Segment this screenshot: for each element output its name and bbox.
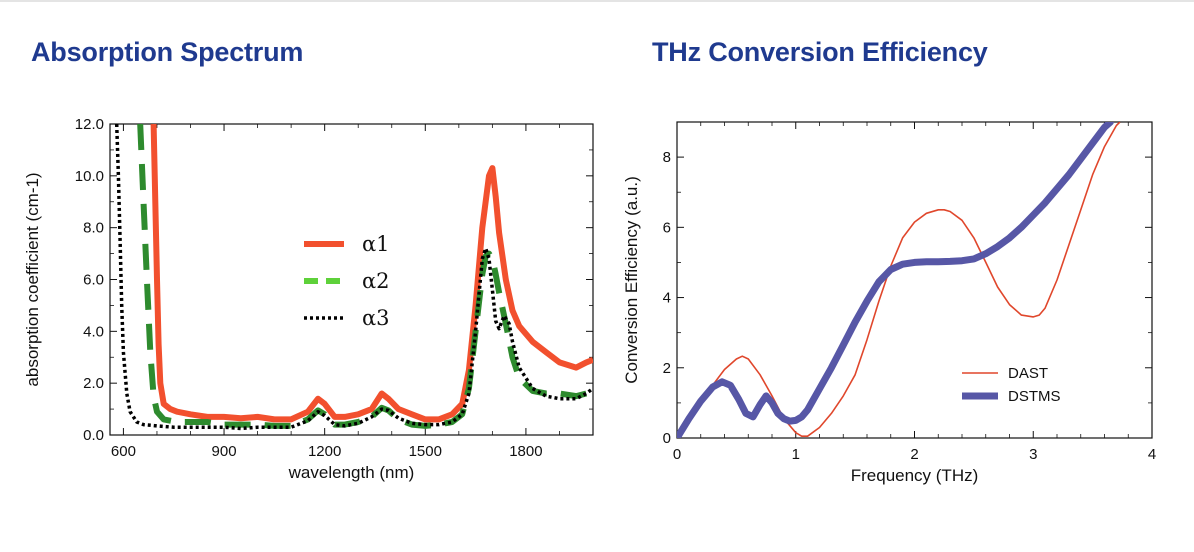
absorption-x-tick-label: 1800 xyxy=(509,443,542,460)
efficiency-y-axis-label: Conversion Efficiency (a.u.) xyxy=(622,176,641,384)
absorption-y-tick-label: 2.0 xyxy=(83,375,104,392)
absorption-plot-frame xyxy=(109,123,594,436)
absorption-y-tick-label: 8.0 xyxy=(83,220,104,237)
absorption-x-axis-label: wavelength (nm) xyxy=(288,463,415,482)
series-3-line xyxy=(114,124,593,431)
absorption-x-tick-label: 600 xyxy=(111,443,136,460)
efficiency-y-tick-label: 0 xyxy=(663,430,671,447)
top-rule xyxy=(0,0,1194,2)
efficiency-plot-frame xyxy=(676,121,1153,439)
series-dast-line xyxy=(677,122,1121,438)
absorption-x-tick-label: 1500 xyxy=(409,443,442,460)
absorption-y-axis-label: absorption coefficient (cm-1) xyxy=(23,172,42,386)
efficiency-y-tick-label: 2 xyxy=(663,360,671,377)
absorption-y-tick-label: 10.0 xyxy=(75,168,104,185)
absorption-y-tick-label: 6.0 xyxy=(83,272,104,289)
legend-2-label: α2 xyxy=(362,269,390,293)
absorption-y-tick-label: 4.0 xyxy=(83,323,104,340)
absorption-spectrum-title: Absorption Spectrum xyxy=(31,37,304,67)
legend-dast-label: DAST xyxy=(1008,365,1048,382)
legend-dstms-label: DSTMS xyxy=(1008,388,1061,405)
efficiency-x-tick-label: 4 xyxy=(1148,446,1156,463)
efficiency-x-tick-label: 1 xyxy=(792,446,800,463)
efficiency-x-tick-label: 2 xyxy=(910,446,918,463)
efficiency-x-tick-label: 0 xyxy=(673,446,681,463)
absorption-x-tick-label: 1200 xyxy=(308,443,341,460)
efficiency-y-tick-label: 8 xyxy=(663,149,671,166)
series-dstms-line xyxy=(677,122,1114,438)
efficiency-y-tick-label: 4 xyxy=(663,290,671,307)
efficiency-y-tick-label: 6 xyxy=(663,219,671,236)
absorption-y-tick-label: 12.0 xyxy=(75,116,104,133)
series-1-line xyxy=(150,124,593,423)
thz-efficiency-title: THz Conversion Efficiency xyxy=(652,37,988,67)
legend-1-label: α1 xyxy=(362,232,390,256)
legend-3-label: α3 xyxy=(362,306,390,330)
absorption-x-tick-label: 900 xyxy=(212,443,237,460)
efficiency-x-axis-label: Frequency (THz) xyxy=(851,466,979,485)
efficiency-x-tick-label: 3 xyxy=(1029,446,1037,463)
absorption-y-tick-label: 0.0 xyxy=(83,427,104,444)
